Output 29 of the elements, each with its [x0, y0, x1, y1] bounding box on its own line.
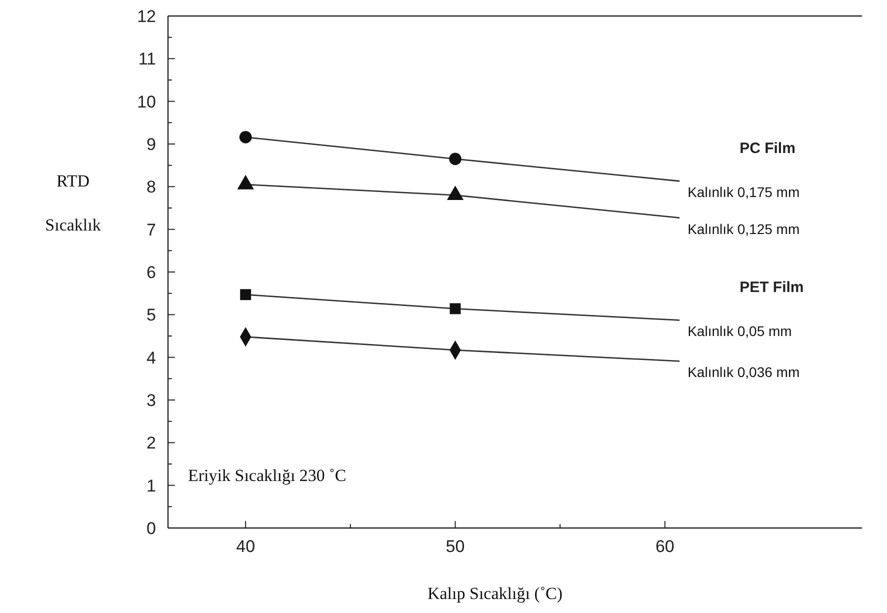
x-tick-label: 40: [236, 537, 256, 556]
y-tick-label: 7: [146, 220, 156, 240]
series-label: Kalınlık 0,175 mm: [688, 184, 800, 200]
x-tick-label: 60: [655, 537, 674, 556]
point: [239, 131, 252, 144]
series-label: Kalınlık 0,05 mm: [688, 323, 792, 340]
y-tick-label: 0: [146, 518, 156, 538]
text: RTD Sıcaklık: [45, 172, 101, 235]
point: [240, 289, 252, 300]
point: [450, 303, 461, 314]
annotation: PC Film: [740, 140, 796, 158]
annotation: PET Film: [740, 279, 804, 296]
y-tick-label: 1: [146, 476, 156, 496]
y-tick-label: 6: [146, 262, 156, 282]
y-tick-label: 12: [137, 6, 156, 26]
y-tick-label: 9: [146, 134, 156, 154]
series-label: Kalınlık 0,125 mm: [688, 220, 800, 237]
series-label: Kalınlık 0,036 mm: [688, 364, 800, 380]
y-tick-label: 5: [146, 306, 156, 325]
y-tick-label: 2: [146, 434, 156, 453]
x-axis-title: Kalıp Sıcaklığı (˚C): [427, 584, 563, 603]
y-tick-label: 10: [137, 92, 156, 112]
y-tick-label: 8: [146, 178, 156, 197]
annotation: Eriyik Sıcaklığı 230 ˚C: [188, 466, 346, 486]
y-tick-label: 11: [138, 50, 156, 69]
point: [449, 152, 462, 166]
y-tick-label: 4: [146, 348, 156, 368]
y-tick-label: 3: [146, 390, 156, 410]
x-tick-label: 50: [446, 537, 465, 556]
